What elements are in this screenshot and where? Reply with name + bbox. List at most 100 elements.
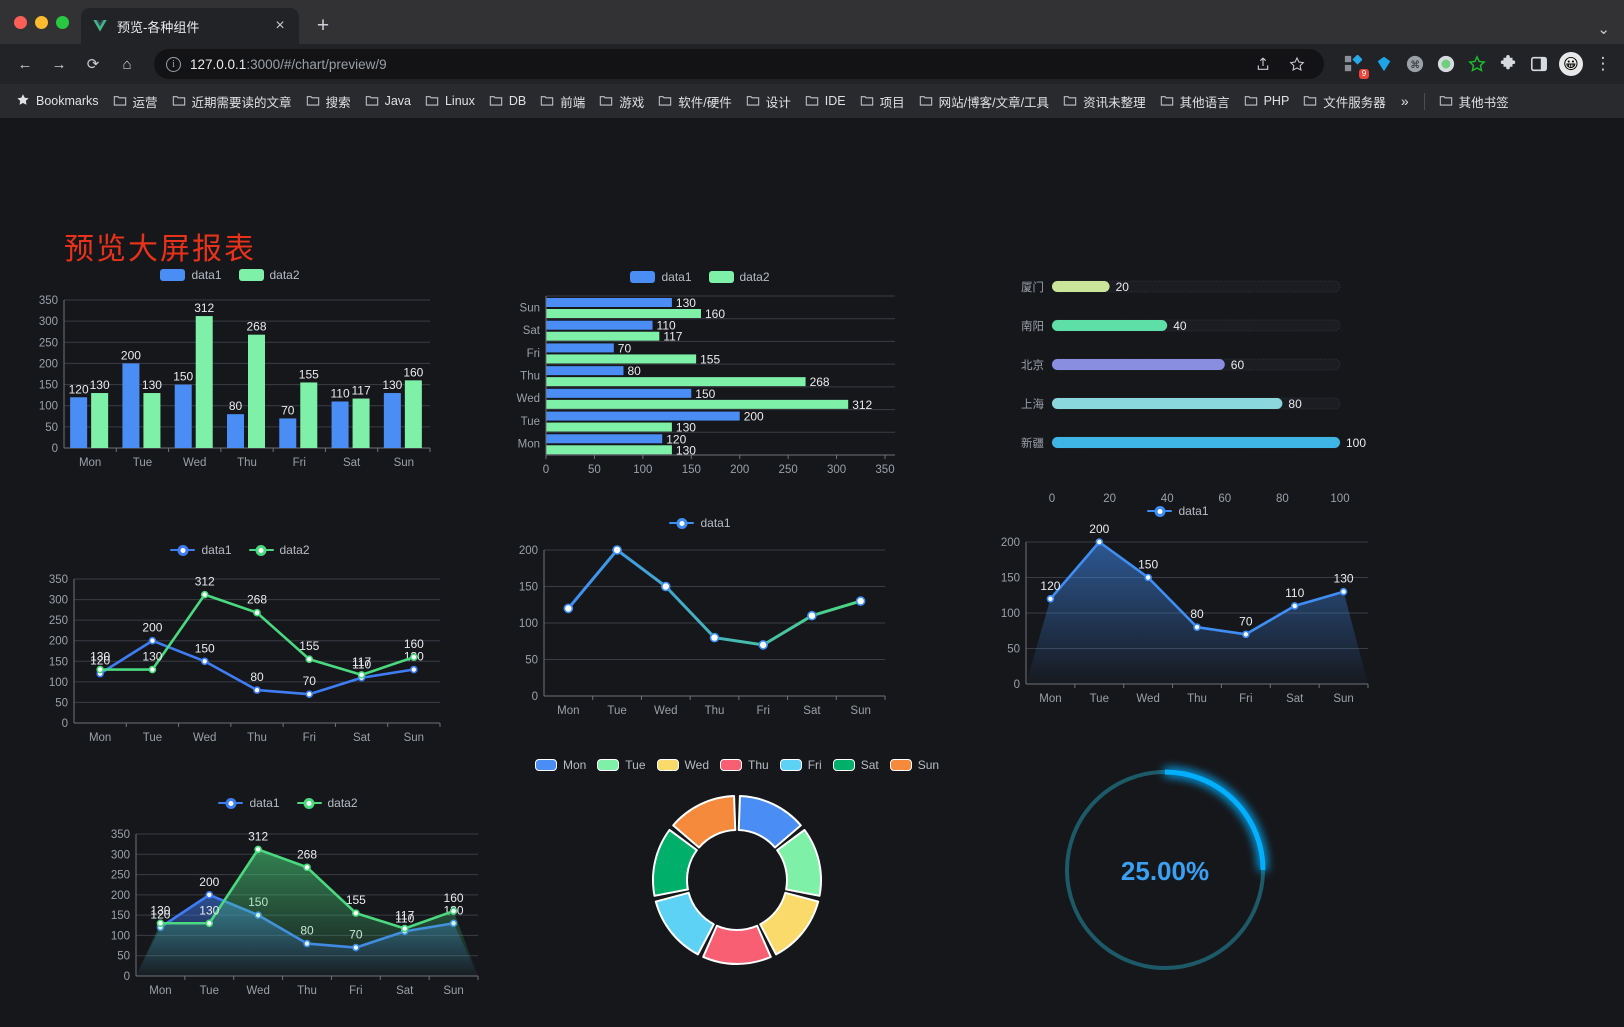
axis-tick-label: 100 [111,930,130,942]
axis-tick-label: Thu [297,985,317,997]
bookmark-item[interactable]: 资讯未整理 [1056,88,1153,115]
legend-item[interactable]: data2 [296,796,358,810]
data-label: 70 [618,341,632,355]
data-label: 155 [700,352,720,366]
bookmark-item[interactable]: 前端 [533,88,592,115]
bookmark-item[interactable]: 项目 [853,88,912,115]
legend-item[interactable]: data1 [1147,504,1209,518]
reload-button[interactable]: ⟳ [86,56,100,73]
bookmark-item[interactable]: 游戏 [592,88,651,115]
bookmark-item[interactable]: 网站/博客/文章/工具 [912,88,1056,115]
legend-area-single: data1 [978,504,1378,518]
bookmark-item[interactable]: IDE [798,89,853,114]
axis-tick-label: 南阳 [1021,319,1044,333]
diamond-icon[interactable] [1373,53,1395,75]
bookmark-item[interactable]: Linux [418,89,482,114]
pie-slice-Mon[interactable] [737,795,802,849]
legend-item[interactable]: data1 [630,270,692,284]
pie-slice-Thu[interactable] [702,924,772,965]
new-tab-button[interactable]: + [316,14,330,37]
axis-tick-label: Tue [143,732,162,744]
url-path: :3000/#/chart/preview/9 [246,56,387,72]
pie-slice-Fri[interactable] [654,891,715,956]
bookmark-item[interactable]: Bookmarks [9,89,106,114]
legend-item[interactable]: Tue [597,758,646,772]
data-point [612,545,622,555]
bookmark-item[interactable]: 其他语言 [1153,88,1237,115]
command-icon[interactable]: ⌘ [1404,53,1426,75]
bookmark-item[interactable]: 近期需要读的文章 [165,88,299,115]
minimize-window-button[interactable] [35,15,48,29]
chart-line-dual: data1 data2 0 50 100 150 200 250 300 350 Mon Tue W… [30,543,450,758]
legend-item[interactable]: data2 [238,268,300,282]
bookmark-item[interactable]: 运营 [106,88,165,115]
forward-button[interactable]: → [51,55,67,73]
data-label: 150 [1138,558,1158,572]
circle-green-icon[interactable] [1435,53,1457,75]
data-label: 130 [382,378,402,392]
puzzle-icon[interactable] [1497,53,1519,75]
bar-data2 [546,331,660,341]
axis-tick-label: Tue [133,457,152,469]
legend-item[interactable]: data1 [160,268,222,282]
address-bar[interactable]: i 127.0.0.1:3000/#/chart/preview/9 [154,49,1324,79]
legend-item[interactable]: data1 [170,543,232,557]
extension-grid-icon[interactable]: 9 [1342,53,1369,79]
pie-slice-Wed[interactable] [759,891,820,956]
bookmark-item[interactable]: 软件/硬件 [651,88,738,115]
legend-item[interactable]: data1 [218,796,280,810]
legend-line-smooth: data1 [500,516,900,530]
bookmark-item[interactable]: PHP [1237,89,1297,114]
bookmark-item[interactable]: 搜索 [299,88,358,115]
progress-fill-上海 [1052,398,1283,409]
close-tab-button[interactable]: × [275,17,285,34]
bookmarks-overflow-button[interactable]: » [1400,93,1409,109]
legend-marker-data1 [669,517,695,529]
legend-item[interactable]: data2 [708,270,770,284]
axis-tick-label: 300 [827,464,846,476]
legend-item[interactable]: data1 [669,516,731,530]
sidepanel-icon[interactable] [1528,53,1550,75]
pie-slice-Sat[interactable] [652,828,698,897]
data-label: 130 [676,421,696,435]
bookmark-star-icon[interactable] [1282,49,1312,79]
data-label: 155 [299,367,319,381]
bookmark-item[interactable]: 设计 [739,88,798,115]
info-icon[interactable]: i [166,56,181,72]
bookmark-item[interactable]: DB [482,89,533,114]
legend-item[interactable]: Sun [889,758,939,772]
data-point [96,665,104,674]
close-window-button[interactable] [14,15,27,29]
legend-item[interactable]: Sat [832,758,879,772]
axis-tick-label: Sat [1286,693,1304,705]
legend-item[interactable]: data2 [248,543,310,557]
data-point [305,690,314,698]
data-label: 117 [352,384,371,398]
folder-icon [1160,93,1174,110]
other-bookmarks-folder[interactable]: 其他书签 [1432,88,1516,115]
home-button[interactable]: ⌂ [122,55,132,73]
bar-data2 [546,377,806,387]
pie-slice-Sun[interactable] [672,795,737,849]
legend-item[interactable]: Thu [720,758,769,772]
chevron-down-icon[interactable]: ⌄ [1597,21,1610,38]
folder-icon [113,93,127,110]
folder-icon [1303,93,1317,110]
maximize-window-button[interactable] [56,15,69,29]
kebab-menu-icon[interactable]: ⋮ [1594,54,1612,73]
legend-item[interactable]: Fri [779,758,822,772]
bookmark-item[interactable]: 文件服务器 [1296,88,1393,115]
bookmark-item[interactable]: Java [358,89,418,114]
data-label: 117 [395,909,414,923]
star-outline-icon[interactable] [1466,53,1488,75]
legend-item[interactable]: Wed [656,758,709,772]
data-point [205,919,214,928]
browser-tab[interactable]: 预览-各种组件 × [81,8,299,44]
back-button[interactable]: ← [17,55,33,73]
share-icon[interactable] [1248,49,1278,79]
avatar[interactable]: 😀 [1559,52,1583,76]
pie-slice-Tue[interactable] [776,828,822,897]
chart-donut: Mon Tue Wed Thu Fri Sat Sun [534,758,939,1008]
legend-item[interactable]: Mon [534,758,586,772]
data-point [1339,587,1348,596]
